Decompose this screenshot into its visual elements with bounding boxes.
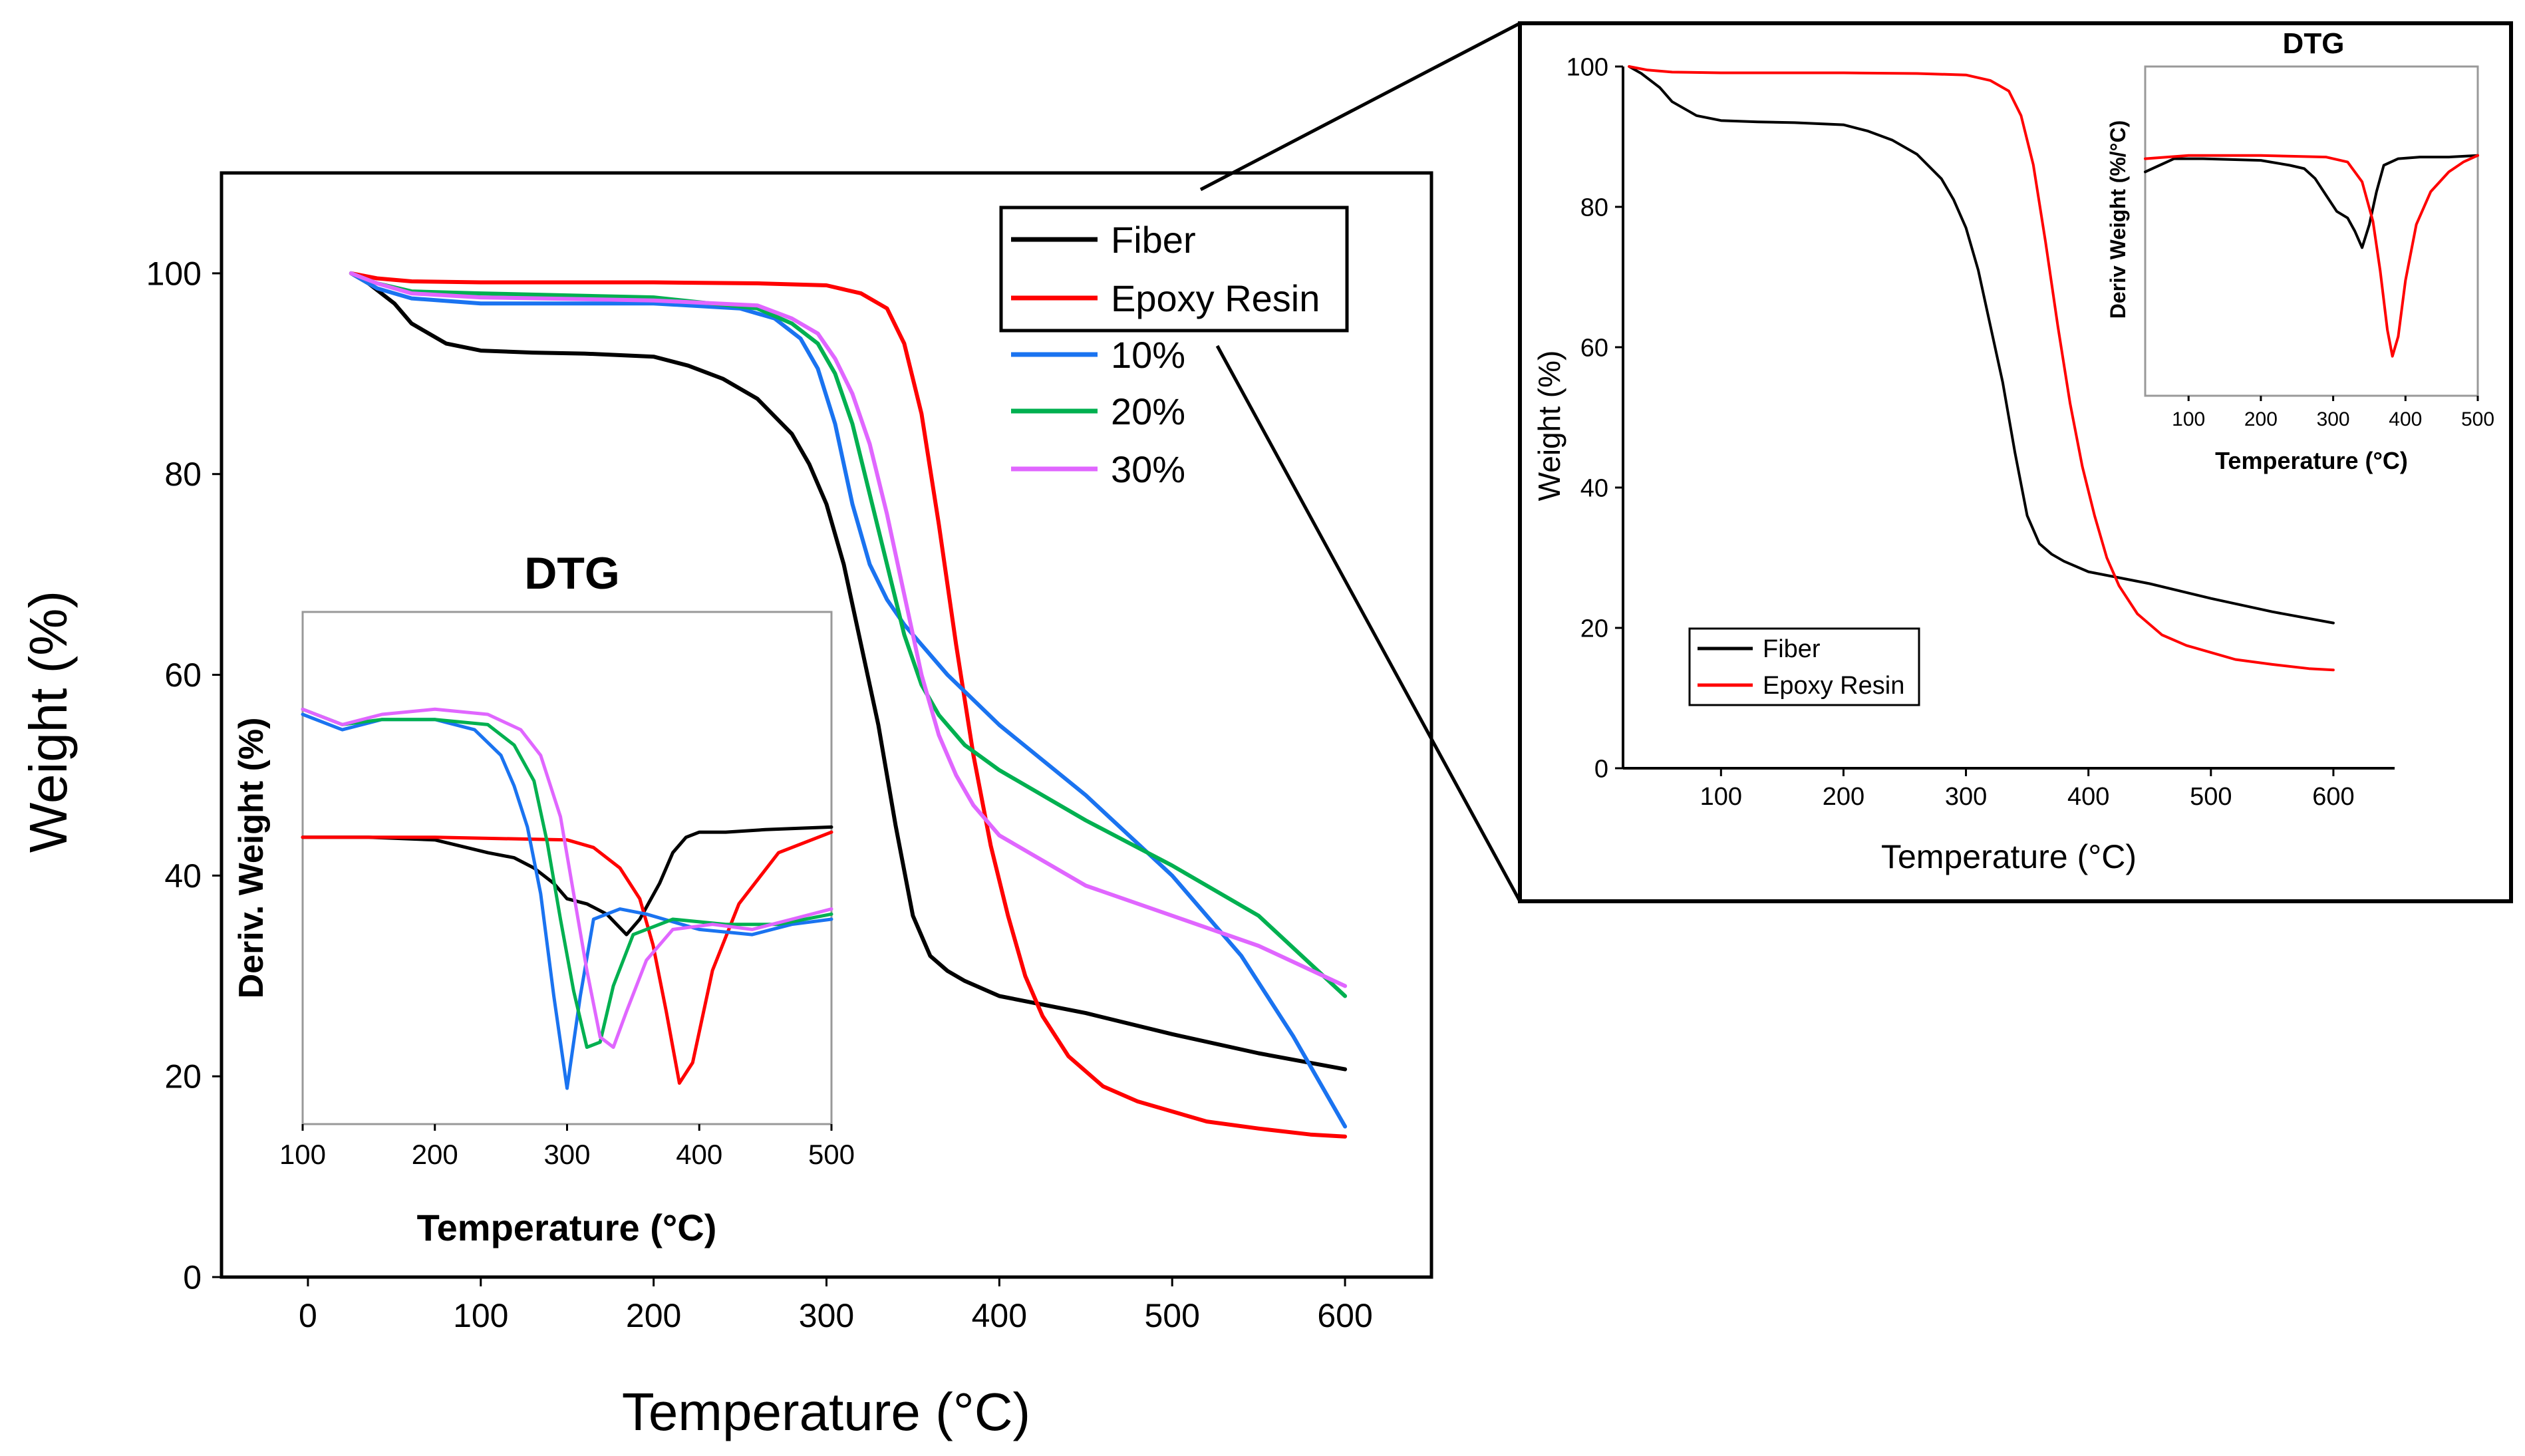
main-dtg-frame <box>301 611 833 1125</box>
main-y-tick-label: 0 <box>183 1259 202 1296</box>
main-y-tick-label: 60 <box>164 656 202 694</box>
main-legend-label-epoxy: Epoxy Resin <box>1111 277 1320 319</box>
main-dtg-title: DTG <box>524 548 620 599</box>
main-dtg-inset-series-p30-line <box>301 707 833 1049</box>
zoom-legend: Fiber Epoxy Resin <box>1688 627 1920 706</box>
main-y-tick-label: 20 <box>164 1058 202 1095</box>
main-dtg-inset-x-tick-label: 300 <box>543 1139 590 1170</box>
zoom-x-tick-label: 200 <box>1823 783 1864 811</box>
zoom-dtg-inset-series-epoxy-line <box>2144 154 2479 358</box>
zoom-dtg-x-axis-label: Temperature (°C) <box>2215 447 2408 474</box>
zoom-x-tick-label: 400 <box>2067 783 2109 811</box>
main-x-tick-label: 300 <box>799 1297 854 1334</box>
main-x-tick-label: 100 <box>453 1297 508 1334</box>
zoom-x-axis-label: Temperature (°C) <box>1881 838 2137 875</box>
main-legend-label-fiber: Fiber <box>1111 219 1196 261</box>
zoom-series-lines <box>1628 65 2335 672</box>
main-legend-label-20: 20% <box>1111 390 1185 432</box>
main-legend-label-30: 30% <box>1111 448 1185 490</box>
main-dtg-inset-x-tick-label: 500 <box>808 1139 855 1170</box>
main-series-fiber-line <box>349 271 1348 1072</box>
main-x-tick-label: 400 <box>972 1297 1027 1334</box>
main-dtg-inset: DTG 100 200 300 400 500 Temperature (°C) Der… <box>232 548 855 1248</box>
zoom-connectors <box>1199 21 1522 903</box>
zoom-series-fiber-line <box>1628 65 2335 625</box>
zoom-dtg-frame <box>2144 65 2479 397</box>
main-dtg-inset-x-tick-label: 200 <box>412 1139 458 1170</box>
zoom-dtg-inset-x-tick-label: 200 <box>2244 408 2278 430</box>
zoom-dtg-inset-x-tick-label: 100 <box>2172 408 2205 430</box>
main-chart: 0 100 200 300 400 500 600 0 20 40 60 80 100 Tempera… <box>19 171 1433 1441</box>
main-x-tick-label: 600 <box>1317 1297 1372 1334</box>
zoom-x-tick-label: 600 <box>2312 783 2354 811</box>
main-x-axis-label: Temperature (°C) <box>622 1382 1030 1441</box>
main-series-lines <box>349 271 1348 1139</box>
main-dtg-series-lines <box>301 707 833 1090</box>
main-series-p10-line <box>349 271 1348 1129</box>
zoom-legend-box <box>1688 627 1920 706</box>
main-dtg-inset-x-tick-label: 400 <box>676 1139 722 1170</box>
main-legend-box <box>999 206 1349 333</box>
zoom-dtg-y-axis-label: Deriv Weight (%/°C) <box>2106 120 2130 319</box>
main-series-p20-line <box>349 271 1348 998</box>
zoom-dtg-x-ticks: 100 200 300 400 500 <box>2172 396 2494 430</box>
zoom-y-tick-label: 80 <box>1580 194 1608 221</box>
main-y-ticks: 0 20 40 60 80 100 <box>146 255 222 1296</box>
connector-top <box>1199 21 1521 192</box>
main-legend: Fiber Epoxy Resin 10% 20% 30% <box>999 206 1349 490</box>
zoom-dtg-inset-x-tick-label: 400 <box>2389 408 2422 430</box>
main-dtg-inset-series-p20-line <box>301 707 833 1049</box>
main-y-tick-label: 100 <box>146 255 202 292</box>
zoom-dtg-inset: DTG 100 200 300 400 500 Temperature (°C) Der… <box>2106 27 2494 474</box>
zoom-y-tick-label: 40 <box>1580 474 1608 502</box>
main-dtg-inset-x-tick-label: 100 <box>279 1139 326 1170</box>
zoom-y-tick-label: 100 <box>1566 53 1608 81</box>
main-x-tick-label: 500 <box>1144 1297 1199 1334</box>
zoom-x-tick-label: 500 <box>2190 783 2232 811</box>
main-dtg-x-ticks: 100 200 300 400 500 <box>279 1124 855 1170</box>
zoom-x-tick-label: 100 <box>1700 783 1742 811</box>
zoom-chart: 100 200 300 400 500 600 0 20 40 60 80 100 Temperat… <box>1532 53 2395 875</box>
zoom-dtg-inset-x-tick-label: 500 <box>2461 408 2494 430</box>
main-y-tick-label: 40 <box>164 857 202 895</box>
connector-bottom <box>1215 345 1522 903</box>
main-x-ticks: 0 100 200 300 400 500 600 <box>299 1277 1373 1334</box>
zoom-legend-label-epoxy: Epoxy Resin <box>1763 672 1904 700</box>
main-y-axis-label: Weight (%) <box>19 591 78 853</box>
zoom-panel: 100 200 300 400 500 600 0 20 40 60 80 100 Temperat… <box>1518 21 2513 903</box>
main-series-p30-line <box>349 271 1348 988</box>
zoom-y-tick-label: 0 <box>1594 755 1608 783</box>
main-x-tick-label: 200 <box>626 1297 681 1334</box>
zoom-dtg-series-lines <box>2144 154 2479 358</box>
main-dtg-y-axis-label: Deriv. Weight (%) <box>232 718 271 999</box>
zoom-legend-label-fiber: Fiber <box>1763 635 1821 663</box>
main-dtg-inset-series-epoxy-line <box>301 830 833 1085</box>
main-legend-label-10: 10% <box>1111 334 1185 376</box>
zoom-x-ticks: 100 200 300 400 500 600 <box>1700 768 2355 811</box>
zoom-y-tick-label: 20 <box>1580 615 1608 643</box>
main-x-tick-label: 0 <box>299 1297 317 1334</box>
zoom-dtg-inset-series-fiber-line <box>2144 154 2479 249</box>
zoom-x-tick-label: 300 <box>1945 783 1987 811</box>
zoom-dtg-inset-x-tick-label: 300 <box>2317 408 2350 430</box>
zoom-y-tick-label: 60 <box>1580 334 1608 362</box>
zoom-series-epoxy-line <box>1628 65 2335 672</box>
zoom-y-ticks: 0 20 40 60 80 100 <box>1566 53 1623 783</box>
main-series-epoxy-line <box>349 271 1348 1139</box>
main-y-tick-label: 80 <box>164 456 202 493</box>
zoom-dtg-title: DTG <box>2283 27 2345 60</box>
main-dtg-x-axis-label: Temperature (°C) <box>417 1207 717 1248</box>
zoom-y-axis-label: Weight (%) <box>1532 351 1566 502</box>
